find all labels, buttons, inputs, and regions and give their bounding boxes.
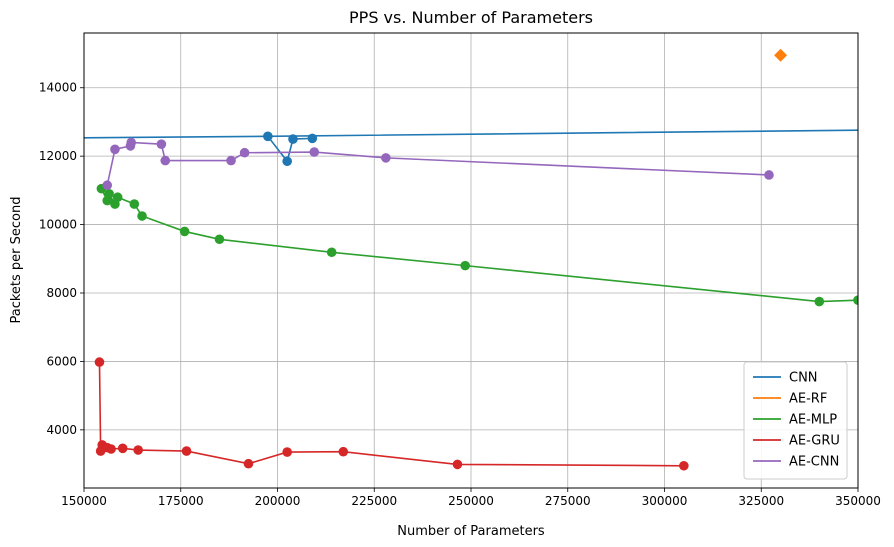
legend-label: AE-CNN: [789, 455, 839, 470]
series-ae-rf: [774, 48, 788, 62]
data-point: [181, 446, 192, 456]
legend-box: [743, 361, 848, 480]
data-point: [214, 234, 225, 245]
data-point: [307, 133, 318, 144]
data-point: [129, 199, 140, 209]
series-ae-gru: [94, 357, 689, 471]
data-point: [117, 443, 128, 454]
series-ae-mlp: [96, 183, 858, 307]
data-point: [764, 170, 774, 180]
data-point: [288, 134, 298, 144]
chart-title: PPS vs. Number of Parameters: [349, 8, 593, 27]
data-point: [243, 458, 254, 469]
x-tick-label: 225000: [351, 494, 397, 508]
y-axis-title: Packets per Second: [9, 196, 24, 323]
data-point: [160, 155, 171, 166]
y-tick-label: 10000: [39, 218, 77, 232]
data-point: [452, 459, 463, 470]
data-point: [112, 192, 123, 203]
y-tick-label: 12000: [39, 149, 77, 163]
data-point: [326, 247, 337, 258]
data-point: [137, 211, 147, 221]
legend-label: AE-GRU: [789, 434, 840, 449]
data-point: [179, 226, 190, 237]
data-point: [853, 295, 858, 305]
data-point: [239, 147, 250, 158]
data-point: [126, 137, 137, 148]
data-point: [460, 260, 470, 271]
data-point: [226, 155, 236, 166]
legend-label: CNN: [789, 371, 818, 386]
x-tick-label: 200000: [255, 494, 301, 508]
series-ae-cnn: [102, 137, 774, 191]
x-tick-label: 150000: [61, 494, 107, 508]
legend-label: AE-MLP: [789, 413, 837, 428]
data-point: [133, 445, 143, 455]
y-tick-label: 6000: [46, 354, 77, 368]
legend: CNN AE-RF AE-MLP AE-GRU AE-CNN: [743, 361, 848, 480]
series-line: [267, 135, 313, 164]
data-point: [106, 444, 116, 454]
data-point: [282, 447, 292, 457]
data-point: [94, 357, 105, 367]
plot-area: [84, 48, 858, 471]
x-axis: 150000 175000 200000 225000 250000 275000 3000…: [61, 488, 881, 508]
data-point: [110, 144, 120, 155]
x-tick-label: 250000: [448, 494, 494, 508]
data-point: [309, 147, 320, 157]
data-point: [104, 188, 114, 199]
series-cnn: [84, 129, 858, 167]
x-tick-label: 350000: [835, 494, 881, 508]
x-tick-label: 325000: [738, 494, 784, 508]
y-axis: 4000 6000 8000 10000 12000 14000: [39, 81, 84, 437]
x-tick-label: 300000: [642, 494, 688, 508]
x-tick-label: 175000: [158, 494, 204, 508]
y-tick-label: 4000: [46, 423, 77, 437]
data-point: [679, 460, 689, 471]
data-point: [338, 446, 349, 457]
legend-label: AE-RF: [789, 392, 827, 407]
x-axis-title: Number of Parameters: [397, 524, 545, 539]
y-tick-label: 14000: [39, 81, 77, 95]
data-point: [814, 296, 825, 307]
data-point: [102, 180, 113, 191]
y-tick-label: 8000: [46, 286, 77, 300]
data-point: [381, 153, 391, 163]
data-point: [263, 131, 273, 142]
data-point: [774, 48, 788, 62]
x-tick-label: 275000: [545, 494, 591, 508]
data-point: [282, 156, 292, 167]
data-point: [156, 139, 167, 149]
